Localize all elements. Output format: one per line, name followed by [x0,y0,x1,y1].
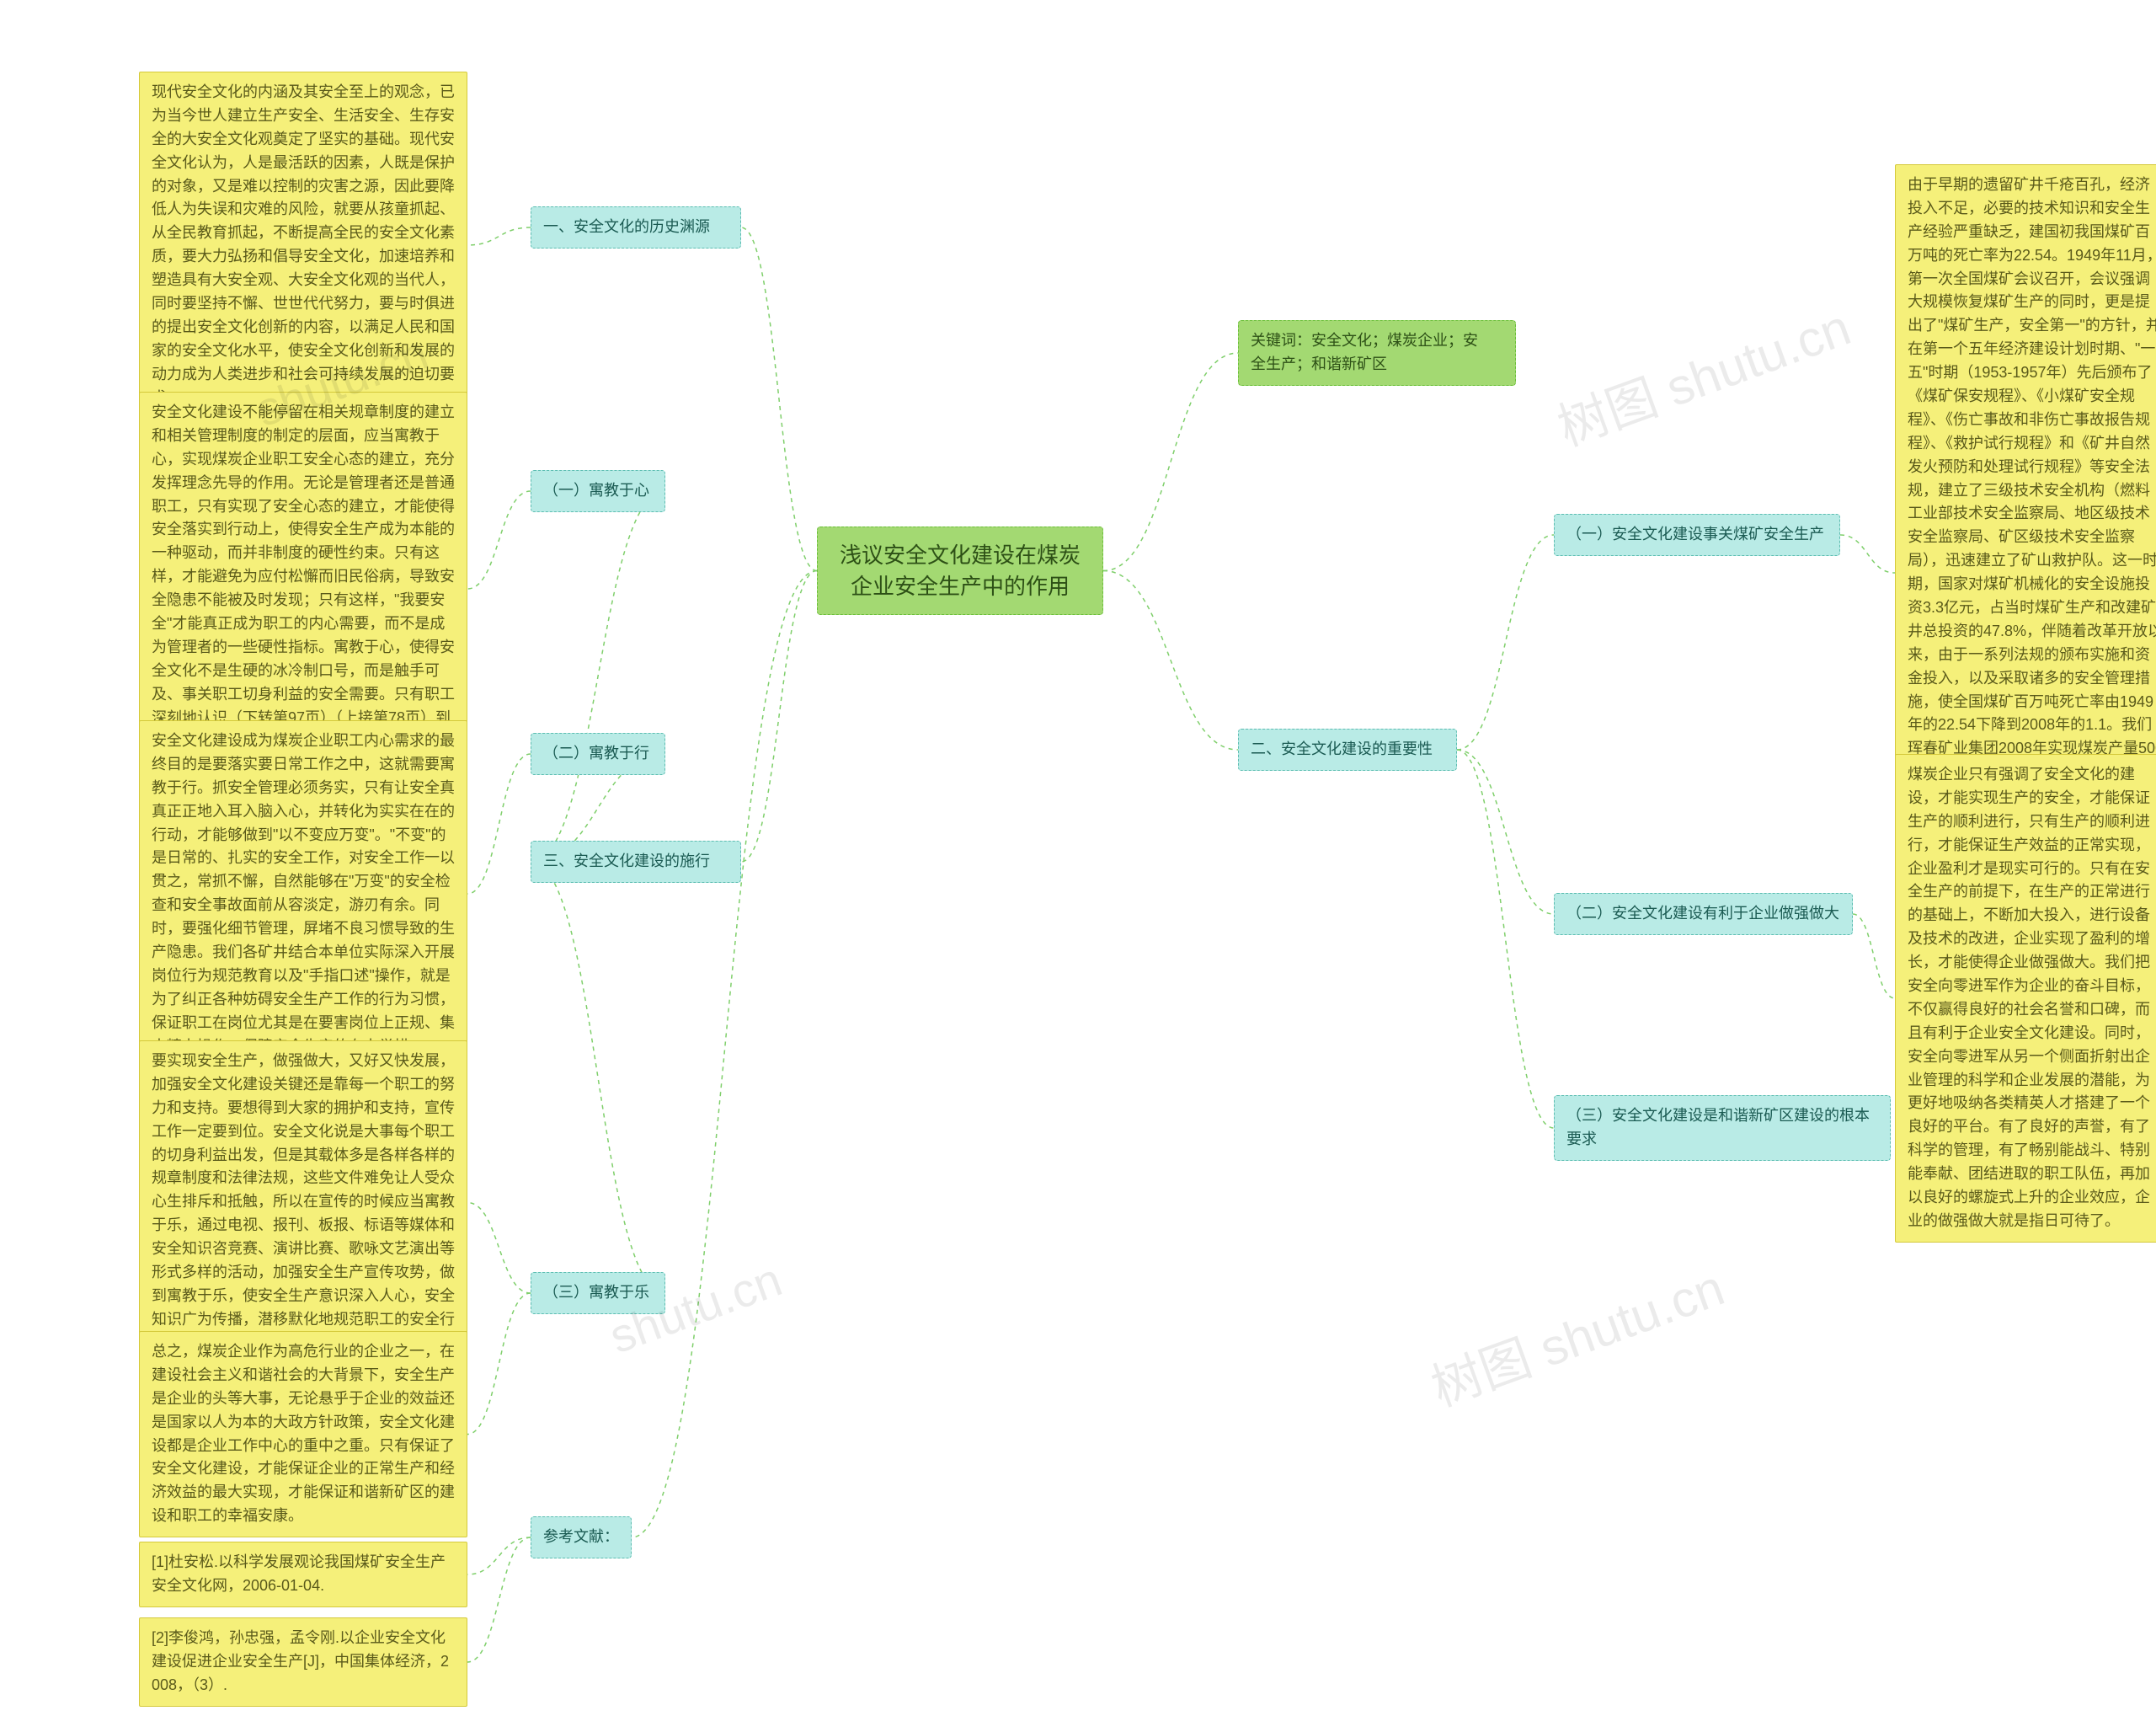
mindmap-node-imp2: （二）安全文化建设有利于企业做强做大 [1554,893,1853,935]
watermark: 树图 shutu.cn [1546,286,1859,460]
mindmap-node-ref2: [2]李俊鸿，孙忠强，孟令刚.以企业安全文化建设促进企业安全生产[J]，中国集体… [139,1617,467,1707]
mindmap-node-act3_leaf_a: 要实现安全生产，做强做大，又好又快发展，加强安全文化建设关键还是靠每一个职工的努… [139,1040,467,1365]
node-text: （一）寓教于心 [543,482,649,499]
mindmap-node-importance: 二、安全文化建设的重要性 [1238,729,1457,771]
mindmap-node-history_leaf: 现代安全文化的内涵及其安全至上的观念，已为当今世人建立生产安全、生活安全、生存安… [139,72,467,419]
node-text: （三）安全文化建设是和谐新矿区建设的根本 要求 [1566,1107,1870,1147]
node-text: （二）寓教于行 [543,745,649,762]
mindmap-node-act2_leaf: 安全文化建设成为煤炭企业职工内心需求的最终目的是要落实要日常工作之中，这就需要寓… [139,720,467,1067]
mindmap-node-center: 浅议安全文化建设在煤炭 企业安全生产中的作用 [817,527,1103,615]
node-text: 二、安全文化建设的重要性 [1251,740,1433,757]
node-text: 安全文化建设不能停留在相关规章制度的建立和相关管理制度的制定的层面，应当寓教于心… [152,404,455,772]
node-text: 安全文化建设成为煤炭企业职工内心需求的最终目的是要落实要日常工作之中，这就需要寓… [152,732,455,1055]
mindmap-node-act3: （三）寓教于乐 [531,1272,665,1314]
node-text: 关键词：安全文化；煤炭企业；安 全生产；和谐新矿区 [1251,332,1478,372]
mindmap-node-imp2_leaf: 煤炭企业只有强调了安全文化的建设，才能实现生产的安全，才能保证生产的顺利进行，只… [1895,754,2156,1243]
node-text: 煤炭企业只有强调了安全文化的建设，才能实现生产的安全，才能保证生产的顺利进行，只… [1908,766,2150,1229]
mindmap-node-keywords: 关键词：安全文化；煤炭企业；安 全生产；和谐新矿区 [1238,320,1516,386]
mindmap-node-ref1: [1]杜安松.以科学发展观论我国煤矿安全生产安全文化网，2006-01-04. [139,1542,467,1607]
mindmap-node-implement: 三、安全文化建设的施行 [531,841,741,883]
node-text: [1]杜安松.以科学发展观论我国煤矿安全生产安全文化网，2006-01-04. [152,1553,446,1594]
node-text: 浅议安全文化建设在煤炭 企业安全生产中的作用 [840,540,1081,601]
mindmap-node-act3_leaf_b: 总之，煤炭企业作为高危行业的企业之一，在建设社会主义和谐社会的大背景下，安全生产… [139,1331,467,1537]
watermark: 树图 shutu.cn [1420,1247,1732,1420]
node-text: 总之，煤炭企业作为高危行业的企业之一，在建设社会主义和谐社会的大背景下，安全生产… [152,1343,455,1524]
node-text: （二）安全文化建设有利于企业做强做大 [1566,905,1839,922]
node-text: （一）安全文化建设事关煤矿安全生产 [1566,526,1824,543]
node-text: 参考文献： [543,1528,619,1545]
mindmap-node-imp3: （三）安全文化建设是和谐新矿区建设的根本 要求 [1554,1095,1891,1161]
mindmap-node-act2: （二）寓教于行 [531,733,665,775]
node-text: 三、安全文化建设的施行 [543,853,710,869]
mindmap-node-imp1: （一）安全文化建设事关煤矿安全生产 [1554,514,1840,556]
node-text: [2]李俊鸿，孙忠强，孟令刚.以企业安全文化建设促进企业安全生产[J]，中国集体… [152,1629,449,1693]
node-text: （三）寓教于乐 [543,1284,649,1301]
node-text: 一、安全文化的历史渊源 [543,218,710,235]
mindmap-node-act1: （一）寓教于心 [531,470,665,512]
node-text: 现代安全文化的内涵及其安全至上的观念，已为当今世人建立生产安全、生活安全、生存安… [152,83,455,406]
mindmap-node-history: 一、安全文化的历史渊源 [531,206,741,249]
mindmap-node-refs: 参考文献： [531,1516,632,1558]
node-text: 要实现安全生产，做强做大，又好又快发展，加强安全文化建设关键还是靠每一个职工的努… [152,1052,455,1351]
